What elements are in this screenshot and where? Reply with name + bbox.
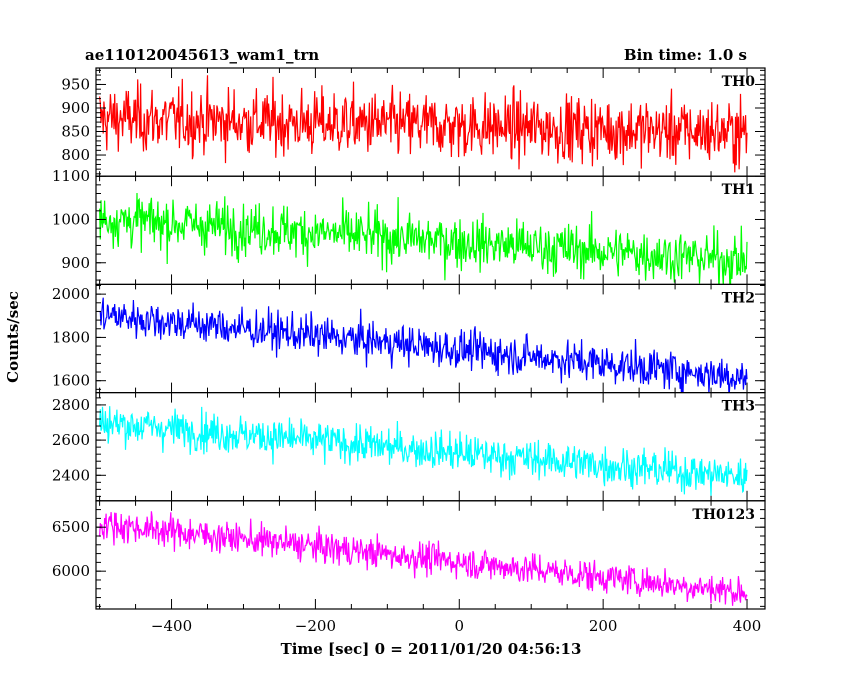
series-th1-line [99, 192, 748, 285]
panel-th1-frame [95, 175, 766, 285]
panel-th1-label: TH1 [722, 182, 755, 198]
bin-time-label: Bin time: 1.0 s [624, 46, 747, 64]
series-th0123-line [99, 511, 748, 606]
y-tick-label-th0: 850 [61, 123, 90, 141]
x-tick-label: −200 [295, 617, 336, 635]
y-tick-label-th3: 2600 [52, 431, 90, 449]
y-tick-label-th0123: 6500 [52, 518, 90, 536]
panel-th3-label: TH3 [722, 399, 755, 415]
y-tick-label-th0: 800 [61, 146, 90, 164]
panel-th2-label: TH2 [722, 290, 755, 306]
panel-th0123-frame [95, 500, 766, 610]
panel-th0-label: TH0 [722, 74, 756, 90]
y-tick-label-th2: 2000 [52, 285, 90, 303]
y-tick-label-th0: 950 [61, 75, 90, 93]
panels-group: TH0 800 850 900 950 TH1 900 1000 1100 TH2 1600 1800… [52, 67, 766, 635]
y-tick-label-th3: 2800 [52, 396, 90, 414]
x-axis-label: Time [sec] 0 = 2011/01/20 04:56:13 [281, 640, 582, 658]
series-th0-line [99, 75, 748, 173]
chart-title: ae110120045613_wam1_trn [85, 46, 319, 64]
series-th3-line [99, 406, 748, 496]
y-axis-label: Counts/sec [4, 291, 22, 383]
series-th2-line [99, 297, 748, 393]
x-tick-label: 0 [455, 617, 465, 635]
y-tick-label-th1: 1100 [52, 167, 90, 185]
y-tick-label-th2: 1600 [52, 372, 90, 390]
y-tick-label-th1: 900 [61, 254, 90, 272]
x-tick-label: 400 [733, 617, 762, 635]
y-tick-label-th0: 900 [61, 99, 90, 117]
y-tick-label-th2: 1800 [52, 328, 90, 346]
y-tick-label-th1: 1000 [52, 210, 90, 228]
y-tick-label-th3: 2400 [52, 466, 90, 484]
x-tick-label: 200 [589, 617, 618, 635]
x-tick-label: −400 [151, 617, 192, 635]
panel-th0123-label: TH0123 [692, 507, 755, 523]
y-tick-label-th0123: 6000 [52, 562, 90, 580]
